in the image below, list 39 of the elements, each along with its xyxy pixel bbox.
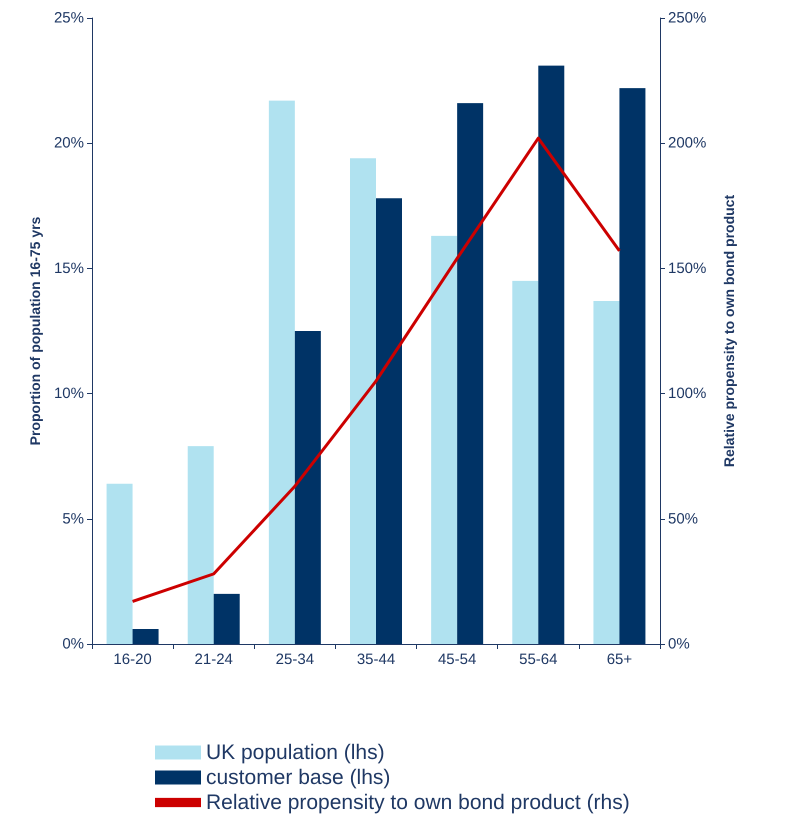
bar — [593, 300, 620, 644]
x-tick-label: 65+ — [606, 651, 632, 668]
legend-label: customer base (lhs) — [206, 766, 390, 789]
bar — [214, 594, 240, 644]
legend-label: Relative propensity to own bond product (rhs) — [206, 791, 630, 814]
y2-tick-label: 250% — [668, 10, 706, 26]
y-tick-label: 15% — [54, 260, 84, 277]
bar — [294, 331, 321, 644]
bar — [376, 198, 402, 644]
y-tick-label: 25% — [54, 10, 84, 26]
x-tick-label: 25-34 — [276, 651, 314, 668]
bar — [132, 628, 159, 644]
y2-axis-title: Relative propensity to own bond product — [721, 194, 737, 468]
x-tick-label: 21-24 — [194, 651, 233, 668]
y2-tick-label: 200% — [668, 134, 706, 152]
bar — [350, 158, 376, 644]
legend-label: UK population (lhs) — [206, 741, 385, 764]
y2-tick-label: 100% — [668, 385, 706, 402]
y2-tick-label: 150% — [668, 260, 706, 277]
bar — [457, 103, 484, 644]
y2-tick-label: 50% — [668, 510, 698, 528]
x-tick-label: 35-44 — [356, 651, 396, 668]
bar — [619, 88, 646, 644]
y-tick-label: 0% — [62, 636, 84, 652]
x-tick-label: 55-64 — [519, 651, 558, 668]
bar — [431, 236, 458, 644]
x-tick-label: 45-54 — [438, 651, 476, 668]
bar — [538, 66, 564, 644]
bar — [268, 100, 295, 644]
y-axis-title: Proportion of population 16-75 yrs — [27, 216, 43, 446]
bar — [106, 484, 133, 644]
line-series — [131, 136, 621, 603]
bar — [512, 280, 538, 644]
y-tick-label: 20% — [54, 134, 84, 152]
y2-tick-label: 0% — [668, 636, 690, 652]
x-tick-label: 16-20 — [113, 651, 152, 668]
bar — [188, 446, 214, 644]
y-tick-label: 5% — [62, 510, 84, 528]
y-tick-label: 10% — [54, 385, 84, 402]
